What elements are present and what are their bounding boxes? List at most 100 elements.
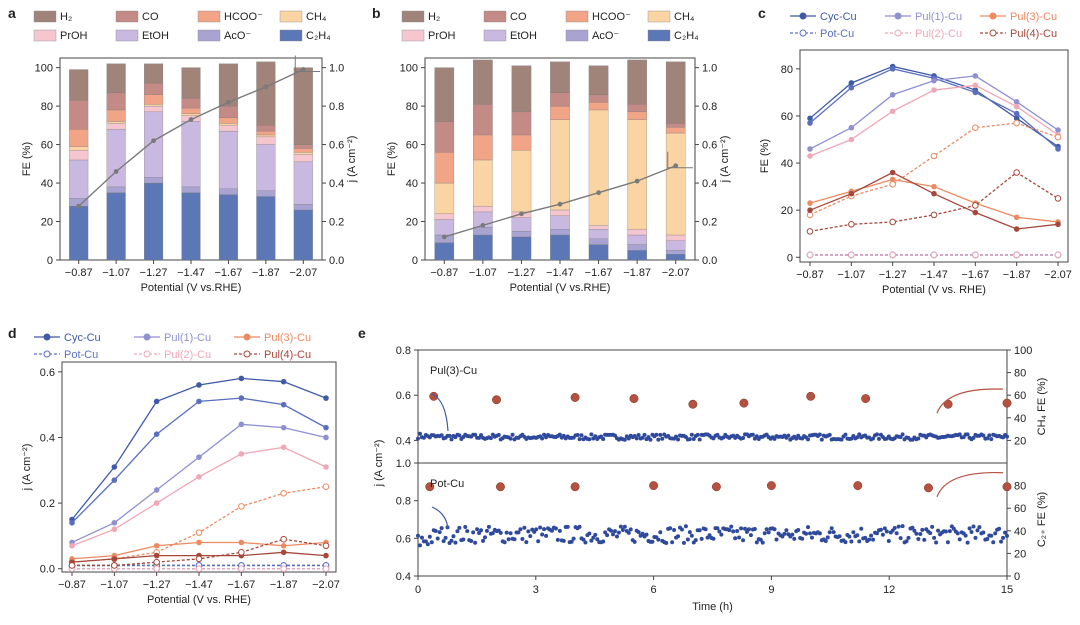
e-current-point bbox=[475, 527, 480, 532]
e-current-point bbox=[512, 537, 517, 542]
b-legend-swatch bbox=[647, 10, 671, 23]
e-ytick-label: 1.0 bbox=[396, 458, 411, 470]
b-bar-segment bbox=[627, 250, 647, 261]
e-sample-label: Pot-Cu bbox=[430, 478, 464, 490]
c-series-point bbox=[1013, 226, 1020, 232]
a-bar-segment bbox=[218, 63, 238, 107]
e-current-point bbox=[918, 531, 923, 536]
e-current-point bbox=[611, 532, 616, 537]
e-current-point bbox=[727, 528, 732, 533]
c-series-point bbox=[972, 82, 979, 89]
e-current-point bbox=[782, 531, 787, 536]
e-current-point bbox=[561, 538, 566, 543]
b-legend-label: AcO⁻ bbox=[592, 30, 619, 42]
a-bar-segment bbox=[144, 82, 164, 95]
b-bar-segment bbox=[627, 104, 647, 113]
a-legend-label: PrOH bbox=[60, 30, 88, 42]
a-bar-segment bbox=[69, 146, 89, 151]
e-current-point bbox=[687, 437, 692, 442]
a-bar-segment bbox=[144, 63, 164, 84]
e-current-point bbox=[882, 526, 887, 531]
panel-letter-b: b bbox=[372, 5, 381, 21]
b-bar-segment bbox=[665, 250, 686, 255]
d-legend-label: Pot-Cu bbox=[64, 349, 98, 361]
a-bar-segment bbox=[144, 94, 164, 105]
e-current-point bbox=[947, 529, 952, 534]
e-fe-point bbox=[853, 481, 863, 491]
e-current-point bbox=[896, 524, 901, 529]
a-bar-segment bbox=[218, 194, 238, 261]
e-right-axis-arrow bbox=[936, 388, 1004, 414]
e-current-point bbox=[601, 436, 606, 441]
a-bar-segment bbox=[218, 188, 238, 195]
a-bar-segment bbox=[293, 161, 313, 205]
b-current-point bbox=[673, 163, 679, 169]
e-current-point bbox=[741, 436, 746, 441]
d-series-point bbox=[196, 474, 202, 480]
e-current-point bbox=[695, 432, 700, 437]
e-current-point bbox=[656, 437, 661, 442]
a-bar-segment bbox=[69, 150, 89, 161]
c-series-point bbox=[807, 153, 813, 159]
e-ytick-label: 0.6 bbox=[396, 533, 411, 545]
e-current-point bbox=[977, 525, 982, 530]
e-y2tick-label: 80 bbox=[1014, 481, 1026, 493]
b-y2tick-label: 0.2 bbox=[702, 217, 717, 229]
c-series-point bbox=[1013, 251, 1020, 259]
c-series-point bbox=[889, 66, 896, 72]
d-series-point bbox=[111, 526, 118, 533]
e-current-point bbox=[628, 527, 633, 532]
c-series-point bbox=[972, 202, 979, 209]
c-legend-marker bbox=[894, 29, 902, 37]
b-ytick-label: 40 bbox=[406, 178, 418, 190]
d-y-axis-label: j (A cm⁻²) bbox=[21, 444, 33, 492]
a-legend-label: H₂ bbox=[60, 11, 72, 23]
e-current-point bbox=[486, 524, 491, 529]
b-xtick-label: −1.07 bbox=[469, 267, 497, 279]
e-current-point bbox=[484, 528, 489, 533]
e-current-point bbox=[772, 527, 777, 532]
b-bar-segment bbox=[550, 61, 570, 93]
e-current-point bbox=[616, 530, 621, 535]
e-current-point bbox=[800, 536, 805, 541]
e-current-point bbox=[900, 432, 905, 437]
e-current-point bbox=[697, 437, 702, 442]
e-current-point bbox=[804, 531, 809, 536]
a-legend-label: AcO⁻ bbox=[224, 30, 251, 42]
b-legend-label: H₂ bbox=[428, 11, 440, 23]
e-current-point bbox=[739, 526, 744, 531]
a-bar-segment bbox=[181, 113, 201, 116]
c-xtick-label: −1.47 bbox=[920, 269, 948, 281]
d-series-point bbox=[280, 424, 287, 431]
e-current-point bbox=[859, 526, 864, 531]
e-current-point bbox=[743, 526, 748, 531]
b-bar-segment bbox=[665, 254, 686, 261]
d-series-point bbox=[111, 562, 118, 569]
a-bar-segment bbox=[106, 121, 126, 124]
e-current-point bbox=[679, 527, 684, 532]
e-current-point bbox=[687, 530, 692, 535]
d-legend-marker bbox=[143, 333, 151, 341]
c-series-point bbox=[930, 251, 938, 259]
e-current-point bbox=[871, 436, 876, 441]
a-current-point bbox=[76, 203, 82, 209]
e-current-point bbox=[528, 534, 533, 539]
panel-a-stacked-bar-chart: 0 20 40 60 80 100 0.0 0.2 0.4 0.6 0.8 1.0 −0.87 −1.07… bbox=[21, 10, 358, 294]
a-bar-segment bbox=[69, 69, 89, 101]
e-current-point bbox=[975, 528, 980, 533]
a-bar-segment bbox=[181, 121, 201, 188]
e-current-point bbox=[752, 526, 757, 531]
a-bar-segment bbox=[256, 196, 276, 261]
c-xtick-label: −1.87 bbox=[1003, 269, 1031, 281]
a-ytick-label: 60 bbox=[41, 140, 53, 152]
d-series-point bbox=[153, 542, 160, 549]
e-current-point bbox=[457, 433, 462, 438]
d-series-point bbox=[153, 552, 160, 559]
a-y2tick-label: 0.4 bbox=[329, 178, 344, 190]
e-current-point bbox=[985, 536, 990, 541]
b-bar-segment bbox=[665, 127, 686, 134]
b-bar-segment bbox=[434, 67, 455, 122]
a-current-point bbox=[263, 84, 269, 90]
e-current-point bbox=[518, 527, 523, 532]
e-current-point bbox=[973, 535, 978, 540]
